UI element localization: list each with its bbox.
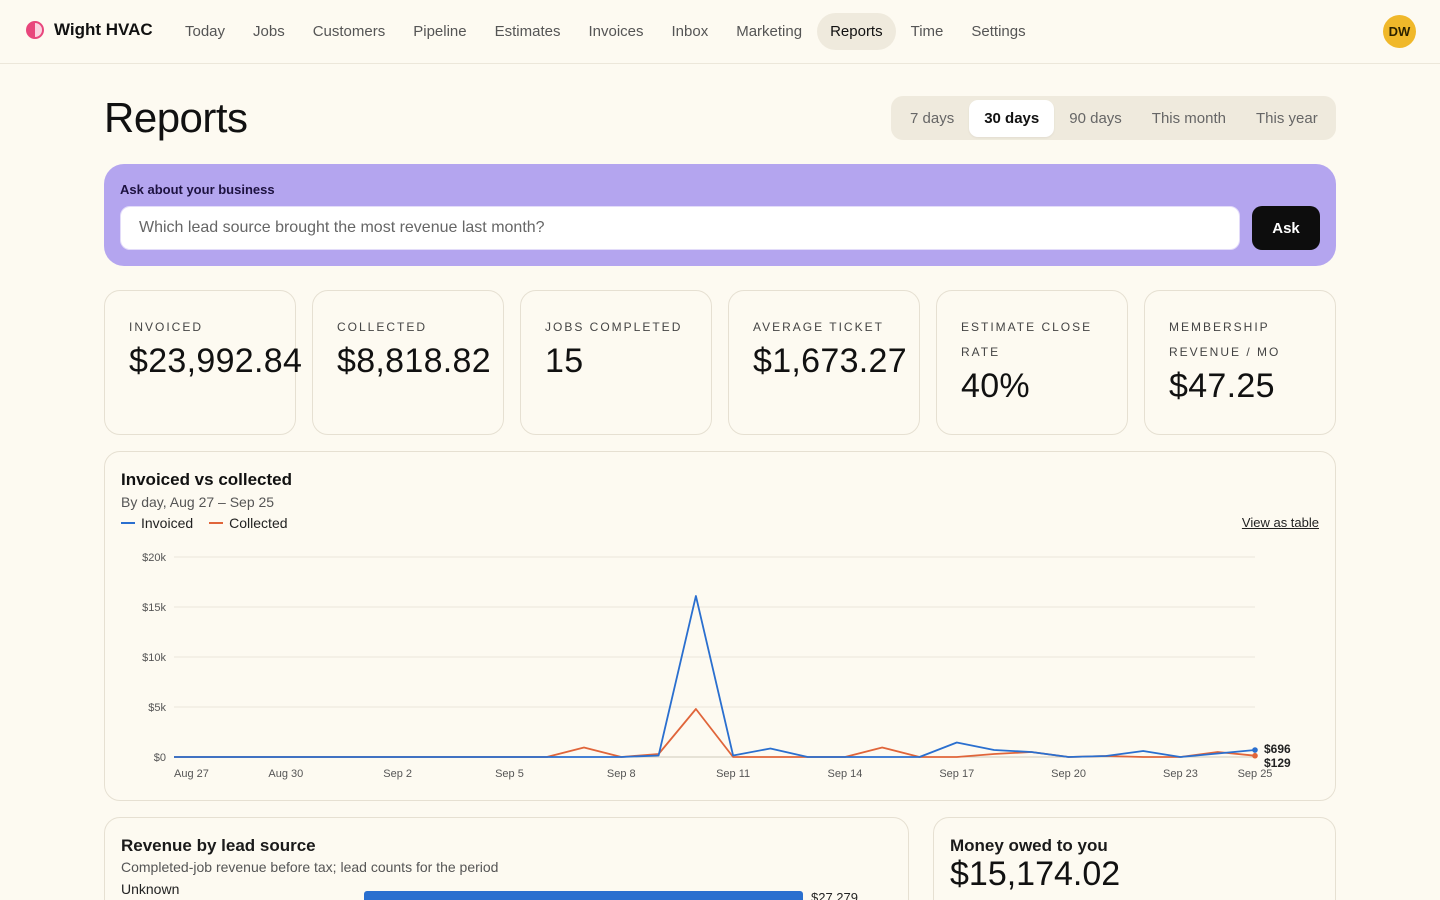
- y-tick-label: $20k: [142, 552, 166, 564]
- main-nav: Today Jobs Customers Pipeline Estimates …: [172, 13, 1039, 50]
- nav-item-invoices[interactable]: Invoices: [588, 23, 644, 40]
- x-tick-label: Aug 30: [268, 768, 303, 780]
- nav-item-estimates[interactable]: Estimates: [494, 23, 561, 40]
- user-avatar[interactable]: DW: [1383, 15, 1416, 48]
- kpi-card-estimate-close-rate: Estimate close rate 40%: [936, 290, 1128, 435]
- kpi-card-invoiced: Invoiced $23,992.84: [104, 290, 303, 435]
- revenue-by-lead-source-card: Revenue by lead source Completed-job rev…: [104, 817, 909, 900]
- ask-label: Ask about your business: [120, 182, 275, 197]
- kpi-value: $1,673.27: [753, 342, 907, 380]
- x-tick-label: Sep 14: [828, 768, 863, 780]
- y-tick-label: $10k: [142, 652, 166, 664]
- lead-source-bar: [364, 891, 803, 900]
- lead-source-label: Unknown: [121, 881, 180, 897]
- kpi-label: Jobs completed: [545, 320, 683, 334]
- money-owed-card: Money owed to you $15,174.02: [933, 817, 1336, 900]
- legend-swatch-collected: [209, 522, 224, 524]
- kpi-value: $23,992.84: [129, 342, 303, 380]
- legend-swatch-invoiced: [121, 522, 135, 524]
- nav-item-today[interactable]: Today: [185, 23, 226, 40]
- kpi-label: Collected: [337, 320, 428, 334]
- kpi-row: Invoiced $23,992.84 Collected $8,818.82 …: [104, 290, 1336, 435]
- nav-item-reports[interactable]: Reports: [817, 13, 896, 50]
- series-line-collected: [174, 708, 1256, 758]
- revenue-card-title: Revenue by lead source: [121, 836, 316, 855]
- kpi-label: Estimate close rate: [961, 320, 1093, 359]
- date-range-selector: 7 days 30 days 90 days This month This y…: [891, 96, 1336, 140]
- kpi-value: 40%: [961, 367, 1030, 405]
- x-tick-label: Sep 11: [716, 768, 750, 780]
- invoiced-vs-collected-card: Invoiced vs collected By day, Aug 27 – S…: [104, 451, 1336, 801]
- kpi-value: 15: [545, 342, 584, 380]
- nav-item-customers[interactable]: Customers: [312, 23, 386, 40]
- nav-item-jobs[interactable]: Jobs: [253, 23, 285, 40]
- x-tick-label: Sep 8: [607, 768, 636, 780]
- y-tick-label: $15k: [142, 602, 166, 614]
- x-tick-label: Sep 2: [383, 768, 412, 780]
- page-title: Reports: [104, 94, 248, 141]
- chart-subtitle: By day, Aug 27 – Sep 25: [121, 494, 275, 510]
- x-tick-label: Sep 17: [939, 768, 974, 780]
- brand-logo-icon: [26, 21, 44, 39]
- ask-button[interactable]: Ask: [1252, 206, 1320, 250]
- money-owed-value: $15,174.02: [950, 855, 1121, 893]
- range-90-days[interactable]: 90 days: [1069, 109, 1122, 127]
- nav-item-time[interactable]: Time: [910, 23, 944, 40]
- chart-title: Invoiced vs collected: [121, 470, 293, 489]
- kpi-label: Membership revenue / mo: [1169, 320, 1281, 359]
- series-end-point-invoiced: [1252, 747, 1258, 753]
- kpi-card-jobs-completed: Jobs completed 15: [520, 290, 712, 435]
- series-end-label: $129: [1264, 756, 1291, 770]
- kpi-value: $47.25: [1169, 367, 1275, 405]
- ask-input[interactable]: [120, 206, 1240, 250]
- chart-legend: Invoiced Collected: [121, 515, 288, 531]
- x-tick-label: Sep 5: [495, 768, 524, 780]
- kpi-label: Invoiced: [129, 320, 204, 334]
- range-30-days[interactable]: 30 days: [969, 99, 1055, 137]
- nav-item-inbox[interactable]: Inbox: [671, 23, 709, 40]
- line-chart: $0 $5k $10k $15k $20k Aug 27 Aug 30 Sep 2 Sep 5 S…: [142, 552, 1291, 780]
- nav-item-pipeline[interactable]: Pipeline: [413, 23, 467, 40]
- range-7-days[interactable]: 7 days: [910, 109, 955, 127]
- money-owed-title: Money owed to you: [950, 836, 1108, 855]
- range-this-year[interactable]: This year: [1256, 109, 1318, 127]
- y-tick-label: $5k: [148, 702, 166, 714]
- kpi-card-membership-revenue: Membership revenue / mo $47.25: [1144, 290, 1336, 435]
- series-end-point-collected: [1252, 752, 1258, 759]
- legend-label: Invoiced: [141, 515, 194, 531]
- x-tick-label: Sep 23: [1163, 768, 1198, 780]
- x-tick-label: Sep 20: [1051, 768, 1086, 780]
- series-end-label: $696: [1264, 742, 1291, 756]
- lead-source-value: $27,279: [811, 890, 858, 900]
- top-nav-bar: Wight HVAC Today Jobs Customers Pipeline…: [0, 0, 1440, 64]
- view-as-table-link[interactable]: View as table: [1241, 515, 1319, 530]
- kpi-card-average-ticket: Average ticket $1,673.27: [728, 290, 920, 435]
- brand-name: Wight HVAC: [54, 20, 153, 39]
- legend-item-collected: Collected: [209, 515, 288, 531]
- x-tick-label: Sep 25: [1238, 768, 1273, 780]
- y-tick-label: $0: [154, 752, 166, 764]
- legend-label: Collected: [229, 515, 288, 531]
- brand[interactable]: Wight HVAC: [26, 20, 153, 40]
- nav-item-settings[interactable]: Settings: [971, 23, 1026, 40]
- revenue-card-subtitle: Completed-job revenue before tax; lead c…: [121, 859, 499, 875]
- kpi-label: Average ticket: [753, 320, 884, 334]
- x-tick-label: Aug 27: [174, 768, 209, 780]
- range-this-month[interactable]: This month: [1151, 109, 1226, 127]
- series-line-invoiced: [174, 595, 1256, 758]
- nav-item-marketing[interactable]: Marketing: [736, 23, 803, 40]
- legend-item-invoiced: Invoiced: [121, 515, 193, 531]
- kpi-card-collected: Collected $8,818.82: [312, 290, 504, 435]
- kpi-value: $8,818.82: [337, 342, 491, 380]
- ask-panel: Ask about your business Ask: [104, 164, 1336, 266]
